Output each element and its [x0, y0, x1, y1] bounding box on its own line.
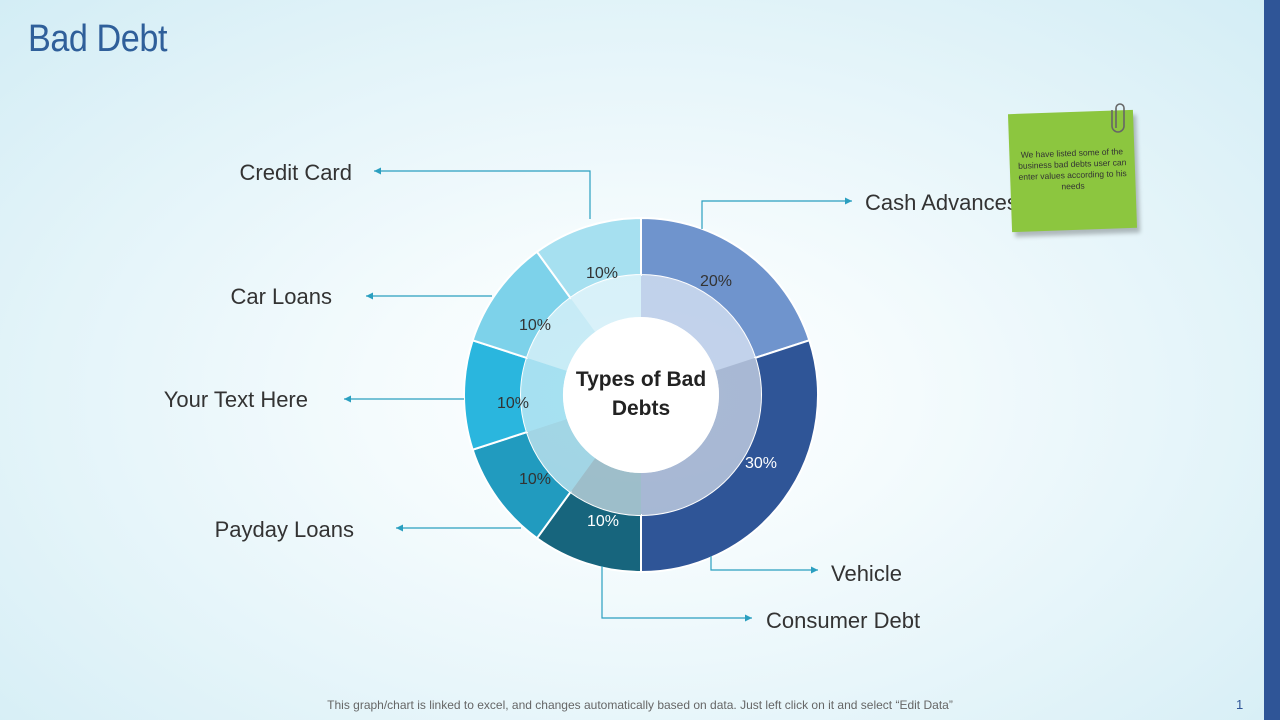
- data-label-credit-card: 10%: [586, 265, 618, 282]
- page-number: 1: [1236, 697, 1244, 712]
- sticky-note-text: We have listed some of the business bad …: [1018, 146, 1127, 192]
- category-label-car-loans: Car Loans: [230, 284, 332, 309]
- category-label-cash-advances: Cash Advances: [865, 190, 1018, 215]
- category-label-vehicle: Vehicle: [831, 561, 902, 586]
- category-label-consumer-debt: Consumer Debt: [766, 608, 920, 633]
- inner-ring-tint-payday-loans: [526, 419, 596, 493]
- leader-line-consumer-debt: [601, 566, 752, 619]
- accent-bar: [1264, 0, 1280, 720]
- category-label-credit-card: Credit Card: [240, 160, 352, 185]
- inner-ring-tint-consumer-debt: [570, 458, 641, 515]
- data-label-cash-advances: 20%: [700, 273, 732, 290]
- leader-arrow-payday-loans: [396, 524, 403, 532]
- paperclip-icon: [1111, 103, 1125, 133]
- inner-ring-your-text-here: [521, 357, 567, 433]
- leader-arrow-vehicle: [811, 566, 818, 574]
- leader-line-credit-card: [374, 170, 591, 219]
- footer-note: This graph/chart is linked to excel, and…: [327, 698, 953, 712]
- inner-ring-consumer-debt: [570, 458, 641, 515]
- data-label-your-text-here: 10%: [497, 395, 529, 412]
- inner-ring-car-loans: [526, 297, 596, 371]
- data-label-consumer-debt: 10%: [587, 513, 619, 530]
- inner-ring-tint-your-text-here: [521, 357, 567, 433]
- leader-arrow-cash-advances: [845, 197, 852, 205]
- data-label-payday-loans: 10%: [519, 471, 551, 488]
- inner-ring-tint-vehicle: [641, 357, 761, 515]
- donut-center: [563, 317, 719, 473]
- leader-line-vehicle: [710, 556, 818, 571]
- inner-ring-tint-credit-card: [570, 275, 641, 332]
- leader-arrow-car-loans: [366, 292, 373, 300]
- leader-arrow-consumer-debt: [745, 614, 752, 622]
- inner-ring-credit-card: [570, 275, 641, 332]
- inner-ring-tint-cash-advances: [641, 275, 756, 371]
- category-label-payday-loans: Payday Loans: [215, 517, 354, 542]
- center-label: Types of Bad Debts: [576, 368, 706, 420]
- leader-arrow-credit-card: [374, 167, 381, 175]
- page-title: Bad Debt: [28, 18, 168, 60]
- category-label-your-text-here: Your Text Here: [164, 387, 308, 412]
- inner-ring-payday-loans: [526, 419, 596, 493]
- data-label-vehicle: 30%: [745, 455, 777, 472]
- data-label-car-loans: 10%: [519, 317, 551, 334]
- inner-ring-cash-advances: [641, 275, 756, 371]
- inner-ring-vehicle: [641, 357, 761, 515]
- leader-line-cash-advances: [701, 200, 852, 229]
- leader-arrow-your-text-here: [344, 395, 351, 403]
- inner-ring-tint-car-loans: [526, 297, 596, 371]
